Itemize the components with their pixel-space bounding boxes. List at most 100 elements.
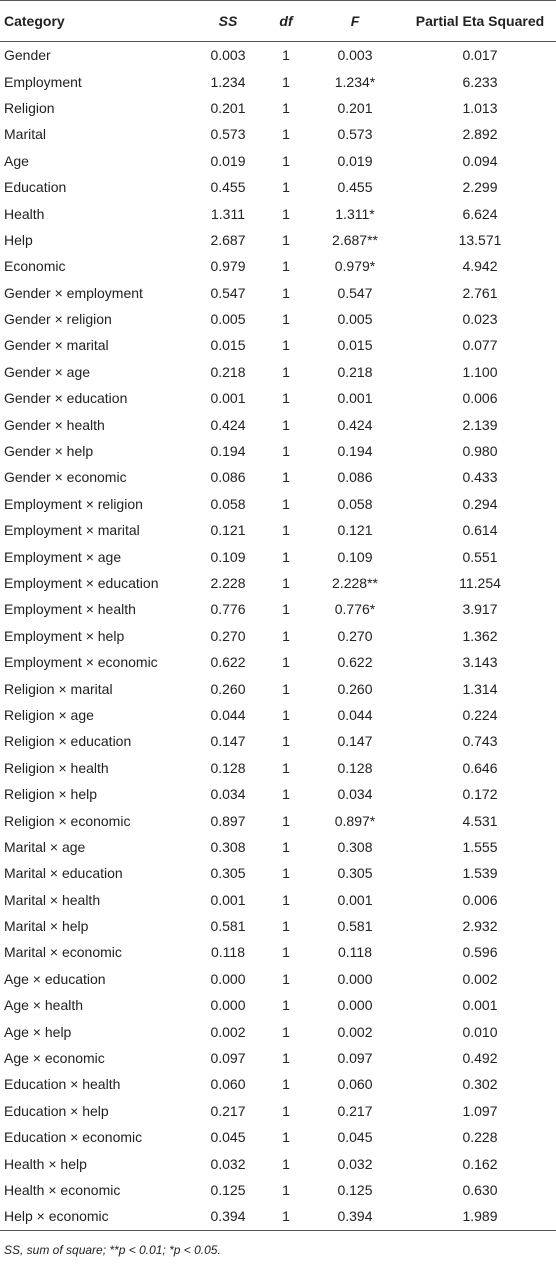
table-cell: 0.394 [190, 1203, 266, 1231]
table-cell: 0.058 [337, 495, 373, 512]
table-cell: 1 [282, 1102, 290, 1119]
table-cell: 0.194 [210, 443, 246, 460]
table-cell: 0.147 [210, 733, 246, 750]
table-cell: 0.201 [337, 99, 373, 116]
table-cell: 0.019 [337, 152, 373, 169]
table-cell: 4.531 [462, 812, 498, 829]
table-cell: 1 [282, 838, 290, 855]
table-cell: 0.003 [337, 47, 373, 64]
table-cell: Age × help [4, 1023, 72, 1040]
table-cell: 0.581 [337, 918, 373, 935]
table-cell: 1 [282, 258, 290, 275]
table-cell: 0.109 [337, 548, 373, 565]
table-cell: 0.573 [337, 126, 373, 143]
table-cell: 0.010 [462, 1023, 498, 1040]
table-cell: 3.143 [462, 654, 498, 671]
table-cell: 1 [282, 918, 290, 935]
table-cell: 1 [282, 205, 290, 222]
table-cell: 0.646 [462, 759, 498, 776]
table-row: Age × economic 0.097 1 0.097 0.492 [0, 1045, 556, 1071]
table-cell: 0.162 [462, 1155, 498, 1172]
table-cell: Employment × religion [4, 495, 143, 512]
table-row: Religion × age 0.044 1 0.044 0.224 [0, 702, 556, 728]
table-cell: Age × economic [4, 1050, 105, 1067]
table-cell: 1.314 [462, 680, 498, 697]
table-row: Age 0.019 1 0.019 0.094 [0, 148, 556, 174]
table-row: Religion × health 0.128 1 0.128 0.646 [0, 755, 556, 781]
table-cell: Gender × health [4, 416, 105, 433]
table-cell: 1 [282, 126, 290, 143]
table-cell: 0.551 [462, 548, 498, 565]
table-cell: 1.311 [211, 205, 245, 222]
table-cell: 0.005 [337, 311, 373, 328]
table-cell: Age × health [4, 997, 84, 1014]
table-cell: Employment × help [4, 627, 125, 644]
table-cell: 1.555 [462, 838, 498, 855]
table-cell: 1 [282, 1023, 290, 1040]
table-cell: 0.032 [210, 1155, 246, 1172]
table-cell: 0.118 [338, 944, 372, 961]
table-cell: 1.989 [404, 1203, 556, 1231]
table-cell: 0.228 [462, 1129, 498, 1146]
table-row: Gender × religion 0.005 1 0.005 0.023 [0, 306, 556, 332]
table-cell: 0.614 [462, 522, 498, 539]
table-cell: 0.002 [462, 970, 498, 987]
table-cell: 0.305 [337, 865, 373, 882]
table-cell: 1 [282, 73, 290, 90]
table-cell: 1 [282, 865, 290, 882]
table-cell: Marital [4, 126, 47, 143]
table-row: Education 0.455 1 0.455 2.299 [0, 174, 556, 200]
table-cell: 0.032 [337, 1155, 373, 1172]
table-row: Health × economic 0.125 1 0.125 0.630 [0, 1177, 556, 1203]
table-cell: 1.100 [462, 363, 498, 380]
table-cell: 0.308 [210, 838, 246, 855]
table-cell: 0.006 [462, 891, 498, 908]
table-cell: 0.776 [210, 601, 246, 618]
table-cell: 2.228** [332, 575, 378, 591]
table-row: Religion × help 0.034 1 0.034 0.172 [0, 781, 556, 807]
table-cell: Gender × religion [4, 311, 112, 328]
table-cell: 2.761 [462, 284, 498, 301]
table-cell: 0.424 [337, 416, 373, 433]
anova-table: Category SS df F Partial Eta Squared Gen… [0, 0, 556, 1231]
table-cell: 0.044 [210, 706, 246, 723]
table-cell: 0.302 [462, 1076, 498, 1093]
table-row: Employment 1.234 1 1.234* 6.233 [0, 68, 556, 94]
table-cell: 0.060 [210, 1076, 246, 1093]
table-row: Employment × economic 0.622 1 0.622 3.143 [0, 649, 556, 675]
table-cell: 0.077 [462, 337, 498, 354]
table-cell: 0.218 [210, 363, 246, 380]
table-cell: 0.001 [210, 390, 246, 407]
table-cell: 0.000 [210, 997, 246, 1014]
table-row: Marital × help 0.581 1 0.581 2.932 [0, 913, 556, 939]
table-cell: Gender × marital [4, 337, 109, 354]
table-cell: 0.121 [210, 522, 246, 539]
table-cell: 2.687 [210, 231, 246, 248]
table-cell: 6.233 [462, 73, 498, 90]
table-row: Age × education 0.000 1 0.000 0.002 [0, 966, 556, 992]
table-cell: Age × education [4, 970, 106, 987]
table-row: Employment × religion 0.058 1 0.058 0.294 [0, 491, 556, 517]
table-cell: 0.045 [337, 1129, 373, 1146]
table-row: Gender × education 0.001 1 0.001 0.006 [0, 385, 556, 411]
table-row: Health 1.311 1 1.311* 6.624 [0, 200, 556, 226]
table-cell: 0.125 [337, 1181, 373, 1198]
table-cell: 0.097 [210, 1050, 246, 1067]
table-cell: 0.776* [334, 601, 376, 618]
table-row: Religion × education 0.147 1 0.147 0.743 [0, 728, 556, 754]
table-row: Employment × age 0.109 1 0.109 0.551 [0, 543, 556, 569]
table-cell: 0.006 [462, 390, 498, 407]
table-cell: 1 [282, 654, 290, 671]
table-cell: Education [4, 179, 67, 196]
table-row: Help 2.687 1 2.687** 13.571 [0, 227, 556, 253]
table-cell: 11.254 [459, 575, 501, 591]
table-cell: 0.002 [337, 1023, 373, 1040]
table-cell: 1 [282, 390, 290, 407]
table-cell: 1.234 [210, 73, 246, 90]
table-cell: 0.000 [210, 970, 246, 987]
table-row: Gender 0.003 1 0.003 0.017 [0, 42, 556, 69]
header-row: Category SS df F Partial Eta Squared [0, 0, 556, 42]
table-cell: 1 [282, 786, 290, 803]
table-cell: 0.194 [337, 443, 373, 460]
table-cell: 1.013 [462, 99, 498, 116]
